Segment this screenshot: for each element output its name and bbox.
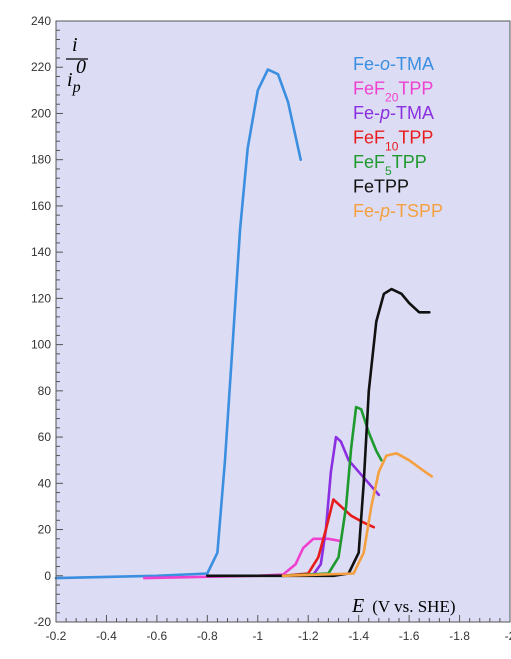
y-tick-label: 60 — [38, 430, 52, 444]
x-tick-label: -0.8 — [197, 629, 218, 643]
y-tick-label: 100 — [31, 338, 51, 352]
y-tick-label: 40 — [38, 476, 52, 490]
y-axis-title-denominator: ip — [67, 69, 81, 96]
x-tick-label: -0.4 — [96, 629, 117, 643]
y-tick-label: -20 — [34, 615, 52, 629]
legend-entry: Fe-p-TSPP — [353, 201, 443, 221]
y-tick-label: 160 — [31, 199, 51, 213]
y-tick-label: 220 — [31, 60, 51, 74]
legend-entry: FeF10TPP — [353, 128, 433, 154]
legend-entry: FeTPP — [353, 177, 409, 197]
x-tick-label: -1.2 — [298, 629, 319, 643]
x-tick-label: -1 — [252, 629, 263, 643]
y-axis-title-numerator: i — [72, 34, 78, 56]
legend-entry: FeF20TPP — [353, 79, 433, 105]
y-tick-label: 200 — [31, 106, 51, 120]
series-line-fef5tpp — [281, 405, 383, 578]
x-axis-title-unit: (V vs. SHE) — [372, 597, 455, 616]
series-line-fe-o-tma — [54, 68, 302, 580]
y-tick-label: 80 — [38, 384, 52, 398]
series-line-fe-p-tma — [281, 435, 381, 578]
x-tick-label: -0.6 — [147, 629, 168, 643]
x-axis-title-var: E — [351, 595, 364, 617]
legend: Fe-o-TMAFeF20TPPFe-p-TMAFeF10TPPFeF5TPPF… — [353, 54, 443, 221]
x-tick-label: -1.4 — [348, 629, 369, 643]
y-tick-label: 180 — [31, 153, 51, 167]
y-axis-title: i ip 0 — [66, 34, 88, 96]
data-series — [54, 68, 434, 580]
y-tick-label: 20 — [38, 523, 52, 537]
y-tick-label: 120 — [31, 291, 51, 305]
axis-ticks — [55, 20, 511, 623]
x-tick-label: -1.8 — [449, 629, 470, 643]
plot-background — [56, 21, 510, 622]
x-tick-label: -2 — [505, 629, 511, 643]
y-axis-title-superscript: 0 — [76, 56, 86, 78]
x-axis-title: E (V vs. SHE) — [351, 595, 456, 617]
x-tick-label: -1.6 — [399, 629, 420, 643]
plot-frame — [55, 20, 511, 623]
legend-entry: Fe-p-TMA — [353, 103, 434, 123]
y-tick-label: 140 — [31, 245, 51, 259]
axis-tick-labels: -20020406080100120140160180200220240-0.2… — [31, 14, 511, 643]
y-tick-label: 240 — [31, 14, 51, 28]
legend-entry: Fe-o-TMA — [353, 54, 434, 74]
series-line-fe-p-tspp — [281, 452, 434, 578]
x-tick-label: -0.2 — [46, 629, 67, 643]
series-line-fef10tpp — [281, 498, 376, 578]
y-tick-label: 0 — [44, 569, 51, 583]
legend-entry: FeF5TPP — [353, 152, 427, 178]
x-axis-title-text: E (V vs. SHE) — [351, 595, 456, 617]
